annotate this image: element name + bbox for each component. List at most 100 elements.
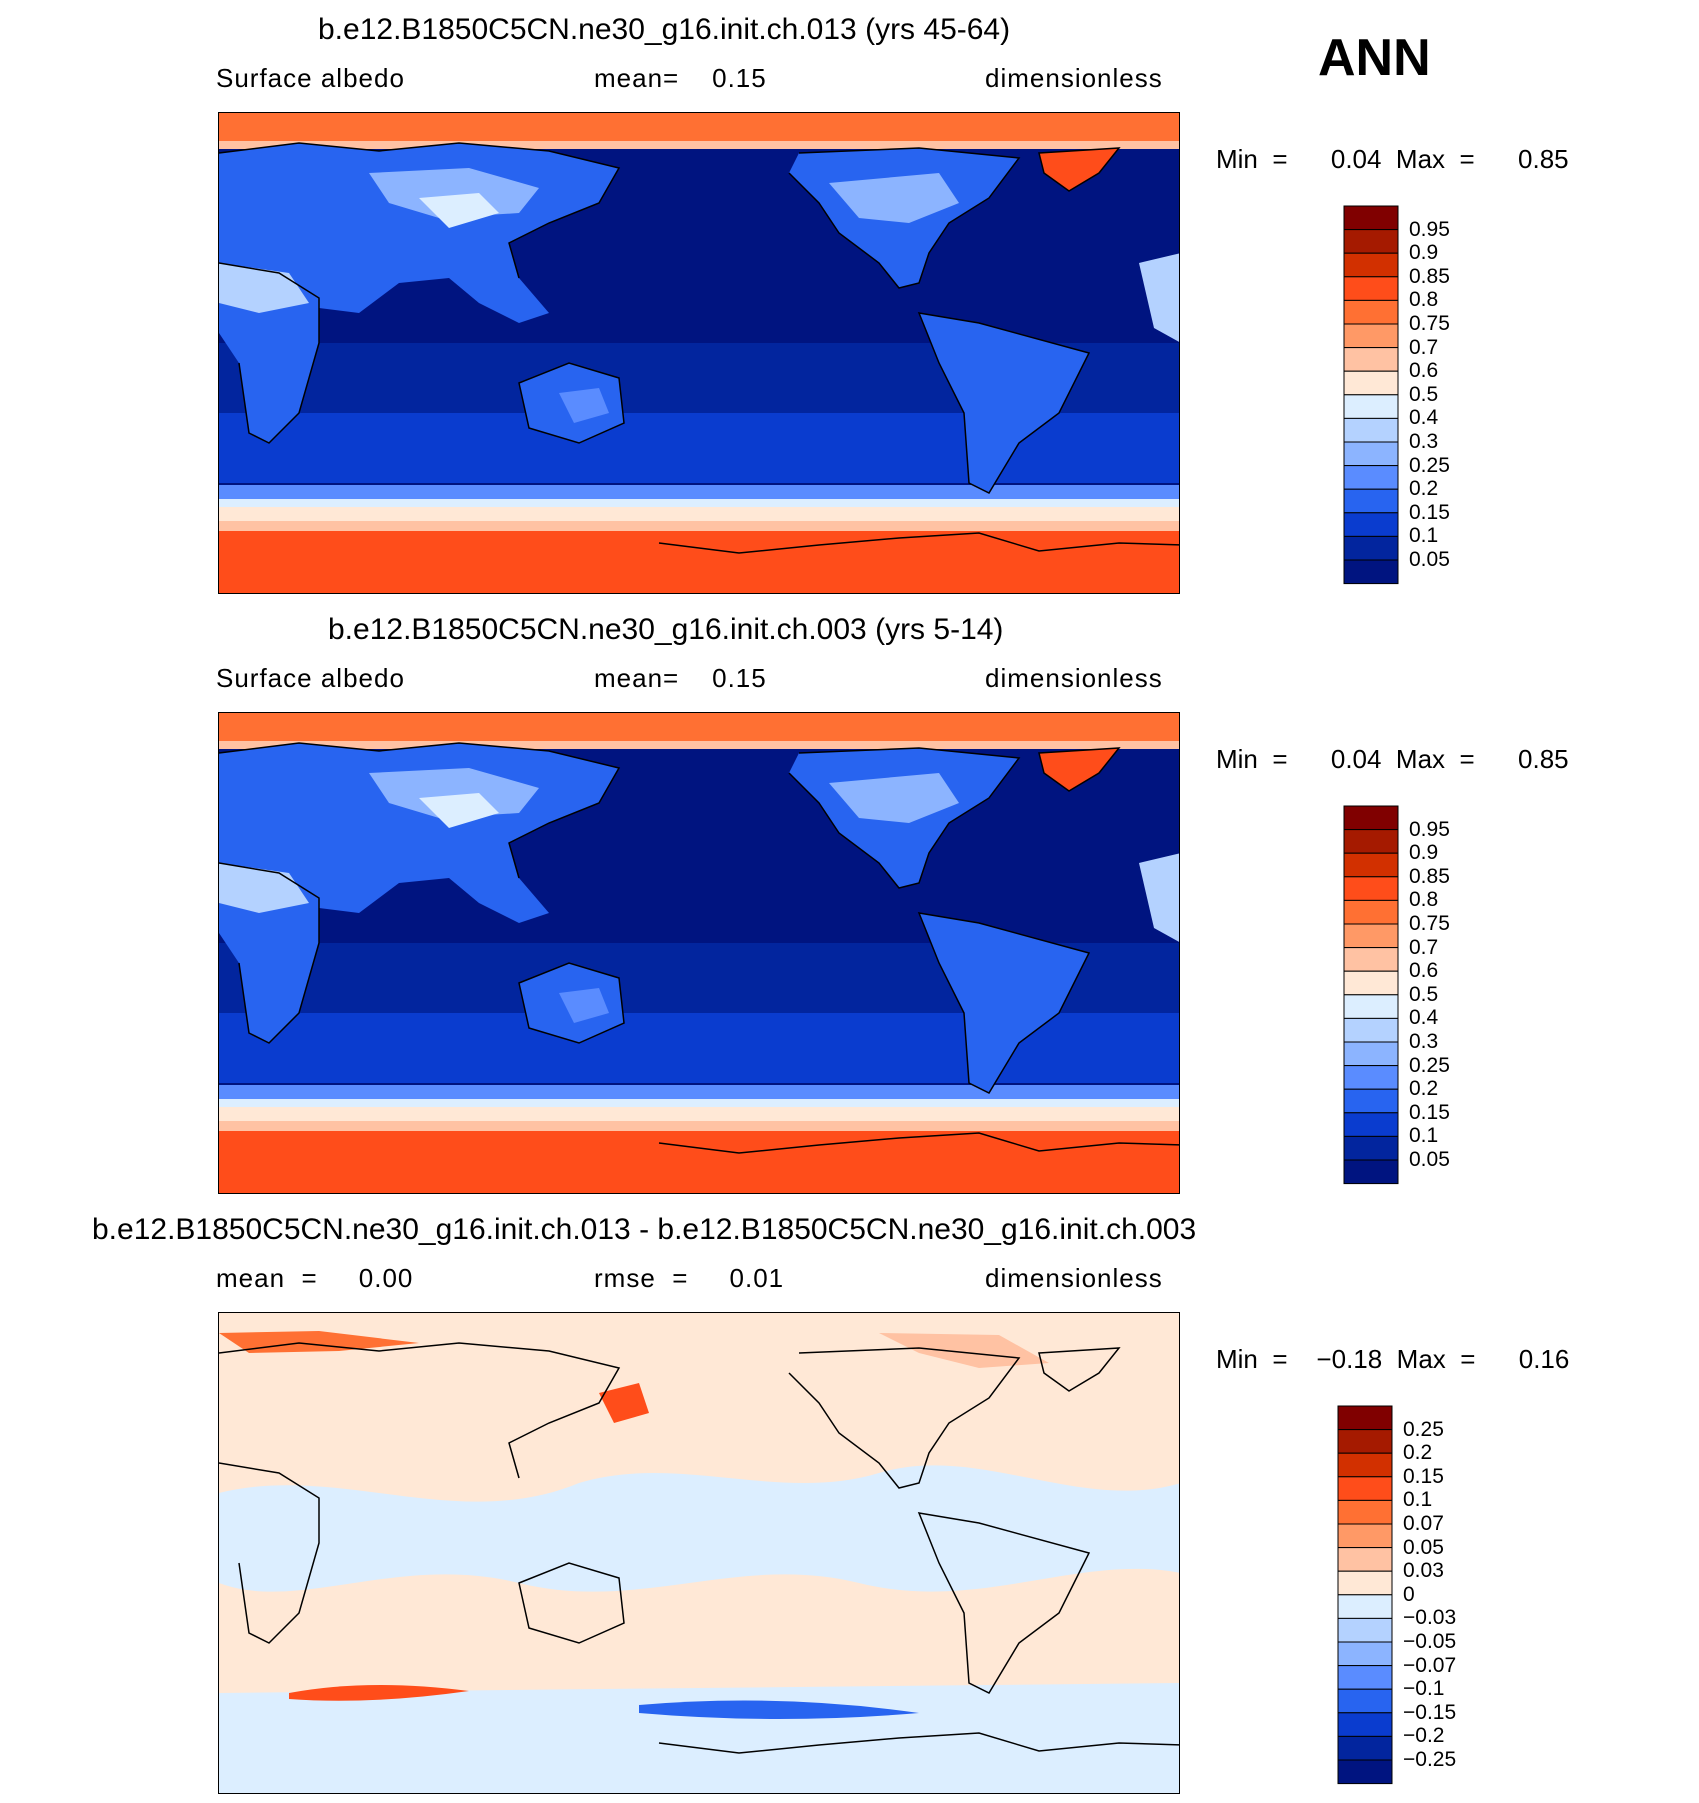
colorbar-label: 0.95 [1409,217,1450,241]
colorbar-swatch [1343,394,1399,419]
colorbar-swatch [1343,323,1399,349]
colorbar-swatch [1343,441,1399,467]
colorbar-swatch [1343,1112,1399,1137]
colorbar-swatch [1337,1523,1393,1549]
colorbar-swatch [1343,994,1399,1019]
colorbar-swatch [1343,1135,1399,1161]
colorbar-label: 0.5 [1409,982,1439,1006]
colorbar-label: 0.85 [1409,264,1450,288]
colorbar-swatch [1343,970,1399,996]
colorbar-swatch [1337,1594,1393,1619]
colorbar-label: 0.2 [1409,1077,1439,1101]
colorbar-label: −0.15 [1403,1700,1457,1724]
colorbar-swatch [1343,1017,1399,1043]
colorbar-swatch [1343,488,1399,514]
colorbar-swatch [1343,829,1399,854]
colorbar-swatch [1337,1452,1393,1478]
panel-2-minmax: Min = 0.04 Max = 0.85 [1216,744,1569,774]
colorbar-swatch [1343,417,1399,443]
colorbar-label: 0.03 [1403,1559,1444,1583]
panel-2-units: dimensionless [985,663,1163,693]
panel-1-mean: mean= 0.15 [594,63,767,93]
colorbar-swatch [1343,947,1399,972]
colorbar-swatch [1337,1688,1393,1714]
colorbar-swatch [1337,1405,1393,1431]
colorbar-swatch [1343,370,1399,396]
colorbar-label: 0.05 [1409,548,1450,571]
colorbar-label: 0.7 [1409,935,1439,959]
panel-2-mean: mean= 0.15 [594,663,767,693]
colorbar-label: 0.7 [1409,335,1439,359]
colorbar-swatch [1337,1665,1393,1690]
colorbar-label: 0.2 [1403,1441,1433,1465]
colorbar-swatch [1337,1617,1393,1643]
colorbar-label: 0.07 [1403,1512,1444,1535]
colorbar-label: 0.6 [1409,959,1439,983]
colorbar-label: 0.15 [1409,1100,1450,1124]
colorbar-swatch [1343,276,1399,301]
colorbar-label: 0.25 [1403,1417,1444,1441]
colorbar-swatch [1337,1547,1393,1572]
colorbar-label: 0.9 [1409,241,1439,265]
colorbar-label: −0.25 [1403,1748,1457,1771]
colorbar-swatch [1337,1499,1393,1525]
colorbar-label: 0.75 [1409,912,1450,935]
colorbar-label: 0.75 [1409,312,1450,335]
panel-1-units: dimensionless [985,63,1163,93]
colorbar-swatch [1343,852,1399,878]
colorbar-label: 0.95 [1409,817,1450,841]
colorbar-label: 0.15 [1403,1464,1444,1488]
colorbar-label: 0.15 [1409,500,1450,524]
colorbar-swatch [1343,805,1399,831]
season-label: ANN [1318,29,1431,87]
colorbar-label: 0.25 [1409,453,1450,477]
panel-1-variable: Surface albedo [216,63,405,93]
colorbar-swatch [1343,465,1399,490]
colorbar-label: 0.4 [1409,1006,1439,1030]
colorbar-label: 0.3 [1409,430,1439,453]
colorbar-label: 0.1 [1409,1124,1439,1148]
colorbar-label: −0.07 [1403,1653,1457,1677]
colorbar-label: 0.9 [1409,841,1439,865]
colorbar-label: 0.05 [1409,1148,1450,1171]
panel-3-map [218,1312,1180,1794]
colorbar-label: −0.2 [1403,1724,1445,1748]
colorbar-swatch [1343,559,1399,585]
colorbar-label: 0.8 [1409,888,1439,912]
colorbar-label: 0.2 [1409,477,1439,501]
panel-3-rmse: rmse = 0.01 [594,1263,785,1293]
panel-3-title: b.e12.B1850C5CN.ne30_g16.init.ch.013 - b… [92,1213,1197,1246]
colorbar-swatch [1343,535,1399,561]
colorbar-label: 0.05 [1403,1535,1444,1559]
colorbar-swatch [1343,923,1399,949]
colorbar-label: −0.1 [1403,1677,1445,1701]
panel-2-field-map [219,713,1179,1193]
panel-3-difference-map [219,1313,1179,1793]
colorbar-swatch [1337,1429,1393,1454]
colorbar-label: 0 [1403,1582,1415,1606]
colorbar-label: 0.4 [1409,406,1439,430]
panel-2-variable: Surface albedo [216,663,405,693]
colorbar-swatch [1343,347,1399,372]
colorbar-swatch [1337,1759,1393,1785]
colorbar-swatch [1343,876,1399,901]
panel-1-field-map [219,113,1179,593]
panel-3-units: dimensionless [985,1263,1163,1293]
panel-1-title: b.e12.B1850C5CN.ne30_g16.init.ch.013 (yr… [318,13,1011,46]
panel-1-minmax: Min = 0.04 Max = 0.85 [1216,144,1569,174]
colorbar-label: 0.85 [1409,864,1450,888]
colorbar-label: 0.1 [1409,524,1439,548]
colorbar-label: 0.25 [1409,1053,1450,1077]
colorbar-label: 0.5 [1409,382,1439,406]
colorbar-swatch [1337,1641,1393,1667]
panel-3-minmax: Min = −0.18 Max = 0.16 [1216,1344,1570,1374]
colorbar-swatch [1343,1041,1399,1067]
panel-3-mean: mean = 0.00 [216,1263,414,1293]
colorbar-label: 0.6 [1409,359,1439,383]
colorbar-label: 0.8 [1409,288,1439,312]
colorbar-swatch [1337,1712,1393,1737]
colorbar-label: 0.3 [1409,1030,1439,1053]
colorbar-swatch [1343,299,1399,325]
colorbar-swatch [1337,1570,1393,1596]
colorbar-swatch [1343,252,1399,278]
